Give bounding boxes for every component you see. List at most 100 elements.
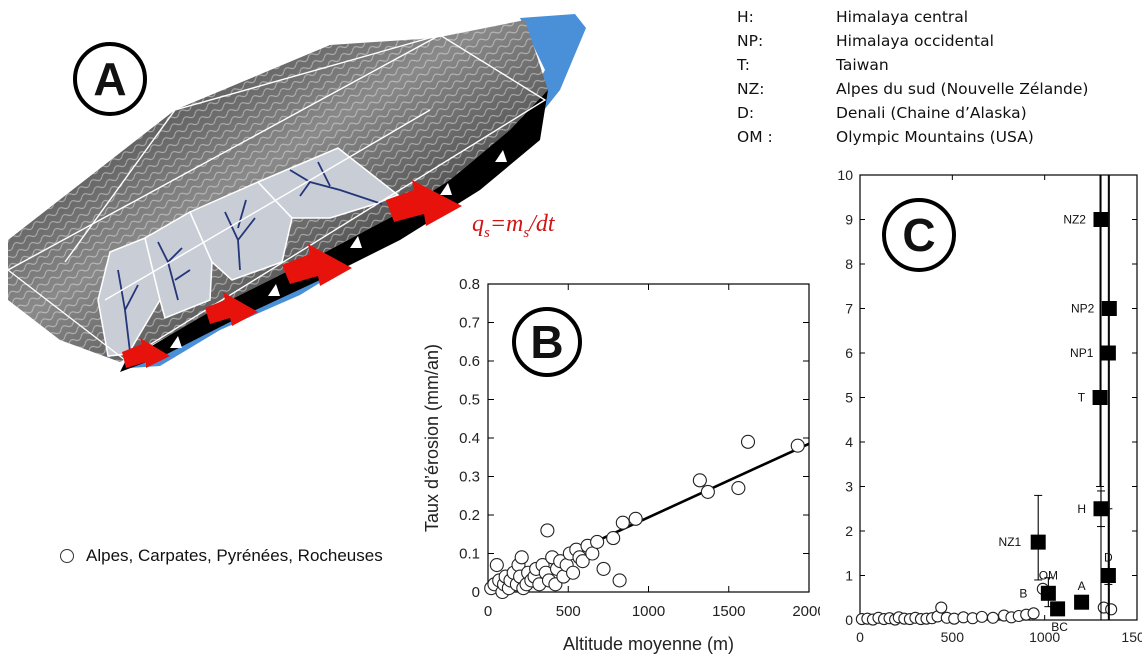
data-point (1027, 607, 1040, 620)
terrain-black-edge (120, 90, 548, 372)
panel-label-a: A (73, 42, 147, 116)
panel-label-c: C (882, 198, 956, 272)
point-label: T (1078, 391, 1086, 405)
y-tick-label: 0.2 (459, 507, 480, 524)
point-label: OM (1039, 568, 1058, 582)
point-label: NP1 (1070, 346, 1094, 360)
y-tick-label: 0.1 (459, 546, 480, 563)
data-point (1105, 603, 1118, 616)
legend-row: T: Taiwan (737, 53, 1088, 77)
legend-code: OM : (737, 128, 773, 146)
legend-region-name: Himalaya occidental (836, 32, 994, 50)
point-label: NZ2 (1063, 213, 1086, 227)
y-tick-label: 4 (845, 434, 853, 450)
point-label: NP2 (1071, 302, 1095, 316)
data-point (731, 481, 746, 496)
x-tick-label: 500 (941, 629, 965, 645)
point-label: H (1077, 502, 1086, 516)
flux-formula-text: qs=ms/dt (472, 211, 555, 241)
river-network (117, 161, 383, 353)
x-tick-label: 0 (856, 629, 864, 645)
x-tick-label: 500 (556, 603, 581, 620)
y-tick-label: 1 (845, 568, 853, 584)
open-circle-icon (60, 549, 74, 563)
filled-square-point (1093, 212, 1109, 227)
open-circle-legend: Alpes, Carpates, Pyrénées, Rocheuses (60, 545, 386, 567)
x-tick-label: 1000 (632, 603, 665, 620)
y-tick-label: 0 (845, 612, 853, 628)
open-circle-label: Alpes, Carpates, Pyrénées, Rocheuses (86, 546, 383, 565)
legend-code: D: (737, 104, 755, 122)
triangle-markers (170, 150, 507, 348)
y-tick-label: 0 (472, 584, 480, 601)
x-tick-label: 1500 (712, 603, 745, 620)
filled-square-point (1093, 501, 1109, 517)
point-label: B (1019, 586, 1027, 600)
x-tick-label: 1000 (1029, 629, 1060, 645)
y-tick-label: 3 (845, 479, 853, 495)
panel-label-b: B (512, 307, 582, 377)
data-point (935, 601, 948, 614)
catchment-basins (97, 147, 400, 357)
flux-formula: qs=ms/dt (472, 211, 555, 242)
data-point (986, 611, 1000, 624)
y-tick-label: 9 (845, 212, 853, 228)
point-label: NZ1 (999, 535, 1022, 549)
filled-square-point (1050, 601, 1066, 617)
legend-code: T: (737, 56, 750, 74)
point-label: A (1078, 579, 1086, 593)
legend-code: H: (737, 8, 754, 26)
filled-square-point (1040, 585, 1056, 601)
terrain-block-diagram (7, 14, 586, 372)
y-tick-label: 0.3 (459, 469, 480, 486)
filled-square-point (1101, 301, 1117, 316)
x-tick-label: 2000 (792, 603, 820, 620)
legend-row: NZ: Alpes du sud (Nouvelle Zélande) (737, 77, 1088, 101)
data-point (606, 531, 621, 546)
data-point (540, 523, 555, 538)
data-point (612, 573, 627, 588)
data-point (615, 515, 630, 530)
point-label: BC (1051, 620, 1068, 634)
chart-b: 0 0.1 0.2 0.3 0.4 0.5 0.6 0.7 0.8 0 500 1000 1500 200… (422, 276, 820, 654)
block-outline (7, 34, 547, 361)
legend-code: NZ: (737, 80, 765, 98)
point-label: D (1104, 551, 1113, 565)
legend-region-name: Olympic Mountains (USA) (836, 128, 1034, 146)
legend-region-name: Himalaya central (836, 8, 969, 26)
data-point (790, 438, 805, 453)
y-tick-label: 0.7 (459, 315, 480, 332)
legend-code: NP: (737, 32, 764, 50)
data-point (975, 610, 988, 623)
data-point (514, 550, 529, 565)
filled-square-point (1030, 534, 1046, 550)
data-point (692, 473, 707, 488)
filled-square-point (1100, 568, 1116, 583)
x-tick-label: 1500 (1121, 629, 1142, 645)
y-tick-label: 8 (845, 256, 853, 272)
data-point (596, 561, 611, 576)
data-point (740, 434, 756, 449)
y-tick-label: 0.6 (459, 353, 480, 370)
filled-square-point (1092, 390, 1108, 405)
x-tick-label: 0 (484, 603, 492, 620)
chart-c: 012345678910050010001500Altitude moyenne… (837, 167, 1142, 657)
y-tick-label: 5 (845, 390, 853, 406)
data-point (628, 511, 643, 526)
legend-row: OM : Olympic Mountains (USA) (737, 125, 1088, 149)
legend-row: D: Denali (Chaine d’Alaska) (737, 101, 1088, 125)
y-tick-label: 10 (837, 167, 853, 183)
data-point (575, 554, 590, 569)
x-axis-label: Altitude moyenne (m) (563, 634, 734, 654)
data-point (700, 484, 715, 499)
ocean-strip (130, 14, 586, 368)
y-tick-label: 7 (845, 301, 853, 317)
data-point (489, 557, 504, 573)
y-tick-label: 6 (845, 345, 853, 361)
region-legend: H: Himalaya central NP: Himalaya occidental… (737, 5, 1088, 149)
legend-region-name: Denali (Chaine d’Alaska) (836, 104, 1027, 122)
legend-row: H: Himalaya central (737, 5, 1088, 29)
filled-square-point (1100, 345, 1116, 361)
y-tick-label: 0.5 (459, 392, 480, 409)
legend-region-name: Alpes du sud (Nouvelle Zélande) (836, 80, 1089, 98)
